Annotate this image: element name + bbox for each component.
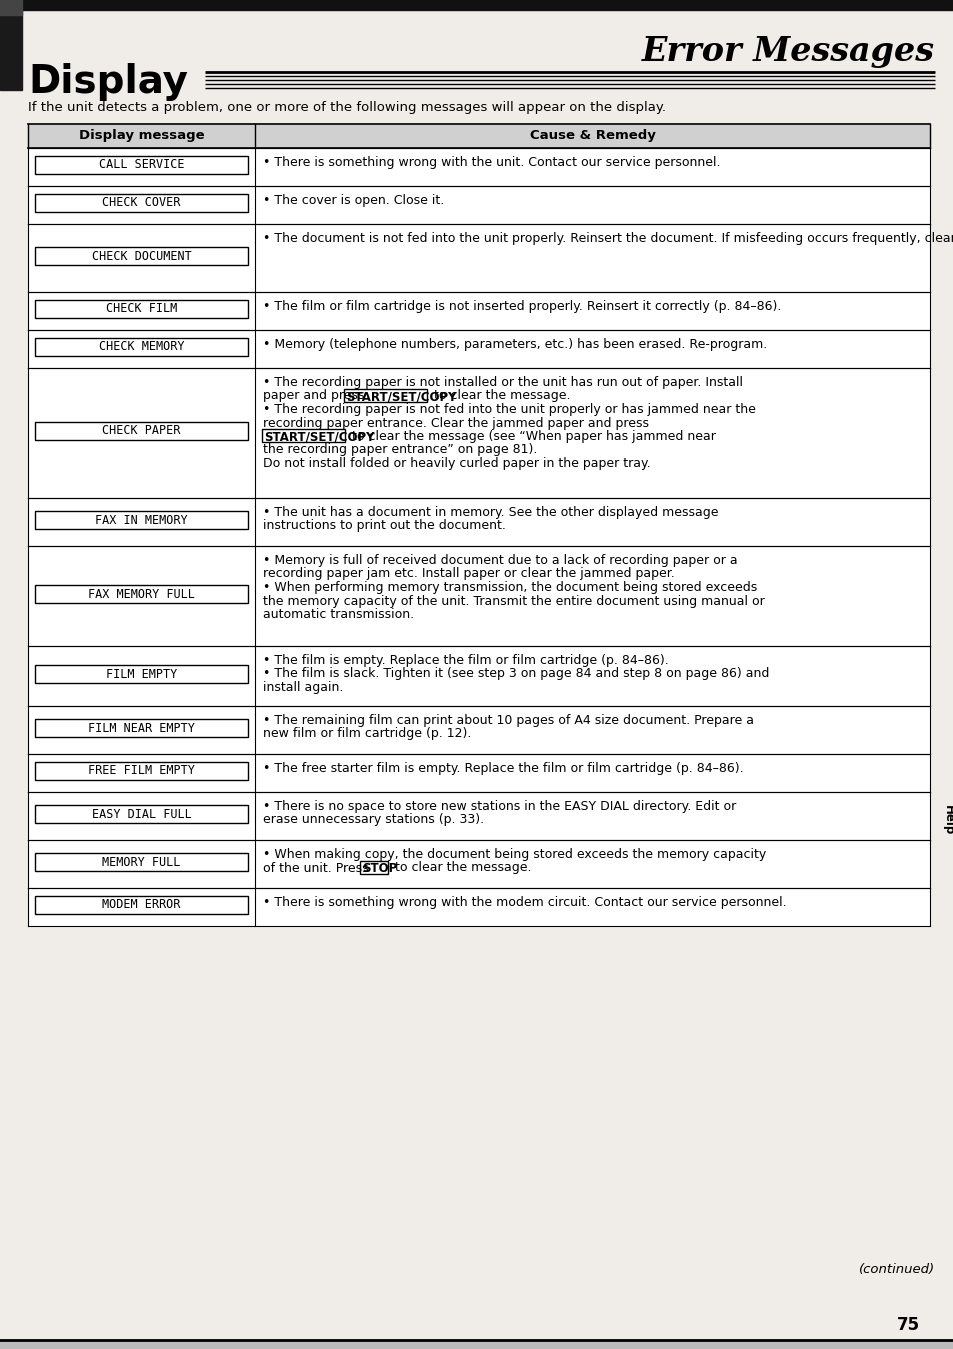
Text: FAX IN MEMORY: FAX IN MEMORY: [95, 514, 188, 526]
Text: CHECK MEMORY: CHECK MEMORY: [99, 340, 184, 353]
Bar: [28, 840, 929, 888]
Text: Display message: Display message: [78, 130, 204, 143]
Text: Error Messages: Error Messages: [641, 35, 934, 69]
FancyBboxPatch shape: [35, 156, 248, 174]
Text: CHECK PAPER: CHECK PAPER: [102, 425, 180, 437]
Text: • Memory (telephone numbers, parameters, etc.) has been erased. Re-program.: • Memory (telephone numbers, parameters,…: [263, 339, 766, 351]
Text: of the unit. Press: of the unit. Press: [263, 862, 373, 874]
FancyBboxPatch shape: [35, 247, 248, 264]
Text: CALL SERVICE: CALL SERVICE: [99, 158, 184, 171]
Text: recording paper jam etc. Install paper or clear the jammed paper.: recording paper jam etc. Install paper o…: [263, 568, 674, 580]
Text: • There is something wrong with the unit. Contact our service personnel.: • There is something wrong with the unit…: [263, 156, 720, 169]
Bar: [28, 706, 929, 754]
Text: • When making copy, the document being stored exceeds the memory capacity: • When making copy, the document being s…: [263, 849, 765, 861]
Text: • The document is not fed into the unit properly. Reinsert the document. If misf: • The document is not fed into the unit …: [263, 232, 953, 246]
Text: • The film is slack. Tighten it (see step 3 on page 84 and step 8 on page 86) an: • The film is slack. Tighten it (see ste…: [263, 668, 768, 680]
Text: • The film or film cartridge is not inserted properly. Reinsert it correctly (p.: • The film or film cartridge is not inse…: [263, 299, 781, 313]
Text: instructions to print out the document.: instructions to print out the document.: [263, 519, 505, 533]
Text: MODEM ERROR: MODEM ERROR: [102, 898, 180, 912]
Text: erase unnecessary stations (p. 33).: erase unnecessary stations (p. 33).: [263, 813, 483, 827]
Text: paper and press: paper and press: [263, 390, 368, 402]
FancyBboxPatch shape: [35, 422, 248, 440]
FancyBboxPatch shape: [35, 194, 248, 212]
FancyBboxPatch shape: [262, 429, 345, 442]
Text: • When performing memory transmission, the document being stored exceeds: • When performing memory transmission, t…: [263, 581, 757, 594]
Text: • The free starter film is empty. Replace the film or film cartridge (p. 84–86).: • The free starter film is empty. Replac…: [263, 762, 742, 774]
Text: to clear the message (see “When paper has jammed near: to clear the message (see “When paper ha…: [348, 430, 715, 442]
Text: • The cover is open. Close it.: • The cover is open. Close it.: [263, 194, 444, 206]
Text: • There is no space to store new stations in the EASY DIAL directory. Edit or: • There is no space to store new station…: [263, 800, 736, 813]
Text: • The recording paper is not fed into the unit properly or has jammed near the: • The recording paper is not fed into th…: [263, 403, 755, 415]
Text: • There is something wrong with the modem circuit. Contact our service personnel: • There is something wrong with the mode…: [263, 896, 786, 909]
Text: Cause & Remedy: Cause & Remedy: [529, 130, 655, 143]
Bar: [28, 792, 929, 840]
Text: CHECK FILM: CHECK FILM: [106, 302, 177, 316]
FancyBboxPatch shape: [35, 665, 248, 683]
Bar: [28, 498, 929, 546]
Text: FAX MEMORY FULL: FAX MEMORY FULL: [88, 588, 194, 600]
Text: Display: Display: [28, 63, 188, 101]
Text: • The film is empty. Replace the film or film cartridge (p. 84–86).: • The film is empty. Replace the film or…: [263, 654, 668, 666]
Bar: [28, 546, 929, 646]
Text: recording paper entrance. Clear the jammed paper and press: recording paper entrance. Clear the jamm…: [263, 417, 648, 429]
FancyBboxPatch shape: [359, 861, 388, 874]
Text: If the unit detects a problem, one or more of the following messages will appear: If the unit detects a problem, one or mo…: [28, 101, 665, 115]
Text: FREE FILM EMPTY: FREE FILM EMPTY: [88, 765, 194, 777]
Text: MEMORY FULL: MEMORY FULL: [102, 855, 180, 869]
Bar: [28, 291, 929, 331]
Text: 75: 75: [896, 1317, 919, 1334]
Text: START/SET/COPY: START/SET/COPY: [264, 430, 375, 444]
Bar: [28, 646, 929, 706]
Text: the memory capacity of the unit. Transmit the entire document using manual or: the memory capacity of the unit. Transmi…: [263, 595, 764, 607]
FancyBboxPatch shape: [35, 339, 248, 356]
FancyBboxPatch shape: [35, 896, 248, 915]
Text: to clear the message.: to clear the message.: [391, 862, 531, 874]
Text: new film or film cartridge (p. 12).: new film or film cartridge (p. 12).: [263, 727, 471, 741]
Bar: [0, 0, 953, 9]
Bar: [28, 754, 929, 792]
Text: FILM NEAR EMPTY: FILM NEAR EMPTY: [88, 722, 194, 734]
FancyBboxPatch shape: [35, 719, 248, 737]
FancyBboxPatch shape: [35, 762, 248, 780]
Text: • The unit has a document in memory. See the other displayed message: • The unit has a document in memory. See…: [263, 506, 718, 519]
Text: the recording paper entrance” on page 81).: the recording paper entrance” on page 81…: [263, 444, 537, 456]
Text: CHECK DOCUMENT: CHECK DOCUMENT: [91, 250, 192, 263]
Bar: [28, 124, 929, 148]
FancyBboxPatch shape: [35, 805, 248, 823]
Text: CHECK COVER: CHECK COVER: [102, 197, 180, 209]
Bar: [28, 331, 929, 368]
Bar: [0, 1340, 953, 1349]
Bar: [28, 148, 929, 186]
FancyBboxPatch shape: [35, 299, 248, 318]
Text: FILM EMPTY: FILM EMPTY: [106, 668, 177, 680]
Bar: [28, 186, 929, 224]
FancyBboxPatch shape: [35, 585, 248, 603]
Text: • The recording paper is not installed or the unit has run out of paper. Install: • The recording paper is not installed o…: [263, 376, 742, 389]
Text: START/SET/COPY: START/SET/COPY: [346, 390, 456, 403]
Bar: [0, 0, 22, 15]
Bar: [28, 224, 929, 291]
FancyBboxPatch shape: [35, 853, 248, 871]
Text: install again.: install again.: [263, 681, 343, 693]
Bar: [0, 0, 22, 90]
Bar: [28, 368, 929, 498]
Text: EASY DIAL FULL: EASY DIAL FULL: [91, 808, 192, 820]
Text: to clear the message.: to clear the message.: [430, 390, 570, 402]
Text: • Memory is full of received document due to a lack of recording paper or a: • Memory is full of received document du…: [263, 554, 737, 567]
Text: Help: Help: [941, 805, 953, 835]
Text: Do not install folded or heavily curled paper in the paper tray.: Do not install folded or heavily curled …: [263, 457, 650, 469]
Text: automatic transmission.: automatic transmission.: [263, 608, 414, 621]
Bar: [28, 888, 929, 925]
Text: STOP: STOP: [361, 862, 396, 876]
FancyBboxPatch shape: [344, 389, 427, 402]
FancyBboxPatch shape: [35, 511, 248, 529]
Text: • The remaining film can print about 10 pages of A4 size document. Prepare a: • The remaining film can print about 10 …: [263, 714, 753, 727]
Text: (continued): (continued): [858, 1264, 934, 1276]
